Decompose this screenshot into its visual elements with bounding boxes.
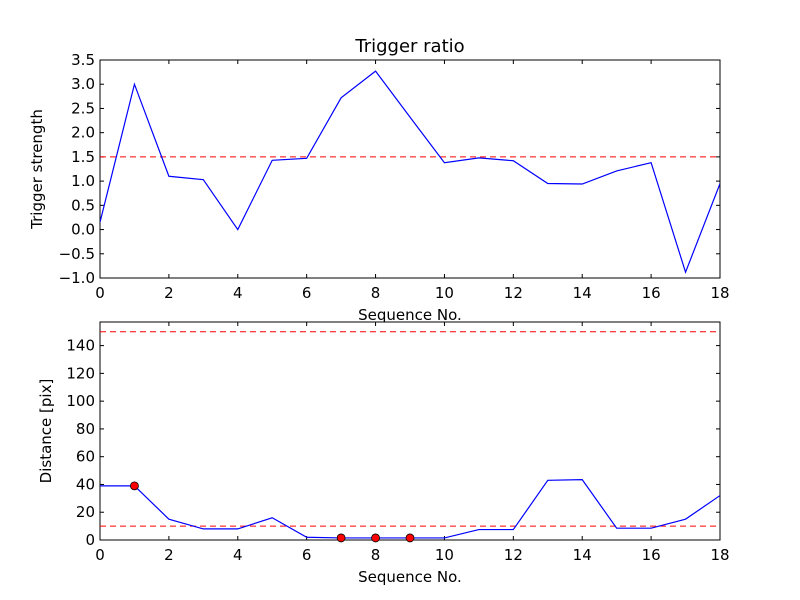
- chart-0-y-tick-label: 0.5: [71, 196, 95, 214]
- chart-1-marker-point: [405, 533, 415, 543]
- chart-0-y-tick-label: 3.5: [71, 51, 95, 69]
- chart-0-y-tick-label: 0.0: [71, 221, 95, 239]
- chart-1-x-tick-label: 10: [435, 546, 454, 564]
- chart-1-y-tick-label: 120: [66, 364, 95, 382]
- chart-0-x-tick-label: 18: [710, 284, 729, 302]
- chart-1-x-tick-label: 6: [302, 546, 312, 564]
- chart-1-x-tick-label: 18: [710, 546, 729, 564]
- chart-0-x-tick-label: 12: [504, 284, 523, 302]
- chart-0-y-tick-label: −1.0: [59, 269, 95, 287]
- chart-0-title: Trigger ratio: [354, 36, 464, 57]
- chart-0-series-line: [100, 70, 720, 274]
- distance-chart: 0 2 4 6 8 10 12 14 16 18 0 20 40 60 80 100 120 140 Sequenc…: [37, 321, 730, 586]
- chart-0-x-tick-label: 16: [642, 284, 661, 302]
- chart-0-x-tick-label: 10: [435, 284, 454, 302]
- chart-0-x-tick-label: 2: [164, 284, 174, 302]
- chart-0-x-axis-label: Sequence No.: [358, 306, 462, 324]
- chart-1-y-tick-label: 140: [66, 337, 95, 355]
- chart-0-x-tick-label: 4: [233, 284, 243, 302]
- chart-1-plot-area: [99, 321, 721, 541]
- chart-1-y-tick-label: 40: [76, 475, 95, 493]
- chart-1-y-tick-label: 20: [76, 503, 95, 521]
- chart-1-y-tick-label: 0: [85, 531, 95, 549]
- chart-1-marker-point: [336, 533, 346, 543]
- chart-1-y-tick-label: 80: [76, 420, 95, 438]
- chart-0-y-axis-label: Trigger strength: [28, 109, 46, 230]
- trigger-ratio-chart: 0 2 4 6 8 10 12 14 16 18 −1.0 −0.5 0.0 0.5 1.0 1.5 2.0 2.…: [28, 36, 730, 324]
- chart-0-y-tick-label: 1.0: [71, 172, 95, 190]
- chart-0-x-tick-label: 0: [95, 284, 105, 302]
- chart-1-x-axis-label: Sequence No.: [358, 568, 462, 586]
- chart-1-x-tick-label: 0: [95, 546, 105, 564]
- chart-1-y-tick-label: 100: [66, 392, 95, 410]
- chart-1-x-tick-label: 2: [164, 546, 174, 564]
- chart-1-x-tick-label: 8: [371, 546, 381, 564]
- chart-0-x-tick-label: 8: [371, 284, 381, 302]
- chart-0-y-tick-label: −0.5: [59, 245, 95, 263]
- chart-1-marker-point: [130, 481, 139, 491]
- chart-0-y-tick-label: 2.5: [71, 99, 95, 117]
- chart-1-y-tick-label: 60: [76, 448, 95, 466]
- chart-1-x-tick-label: 14: [573, 546, 592, 564]
- chart-1-x-tick-label: 12: [504, 546, 523, 564]
- chart-1-x-tick-label: 4: [233, 546, 243, 564]
- chart-0-plot-area: [99, 59, 721, 279]
- chart-0-x-tick-label: 14: [573, 284, 592, 302]
- chart-0-y-tick-label: 3.0: [71, 75, 95, 93]
- chart-1-marker-point: [371, 533, 380, 543]
- chart-0-x-tick-label: 6: [302, 284, 312, 302]
- chart-0-y-tick-label: 1.5: [71, 148, 95, 166]
- chart-1-y-axis-label: Distance [pix]: [37, 379, 55, 484]
- chart-0-y-tick-label: 2.0: [71, 124, 95, 142]
- chart-1-x-tick-label: 16: [642, 546, 661, 564]
